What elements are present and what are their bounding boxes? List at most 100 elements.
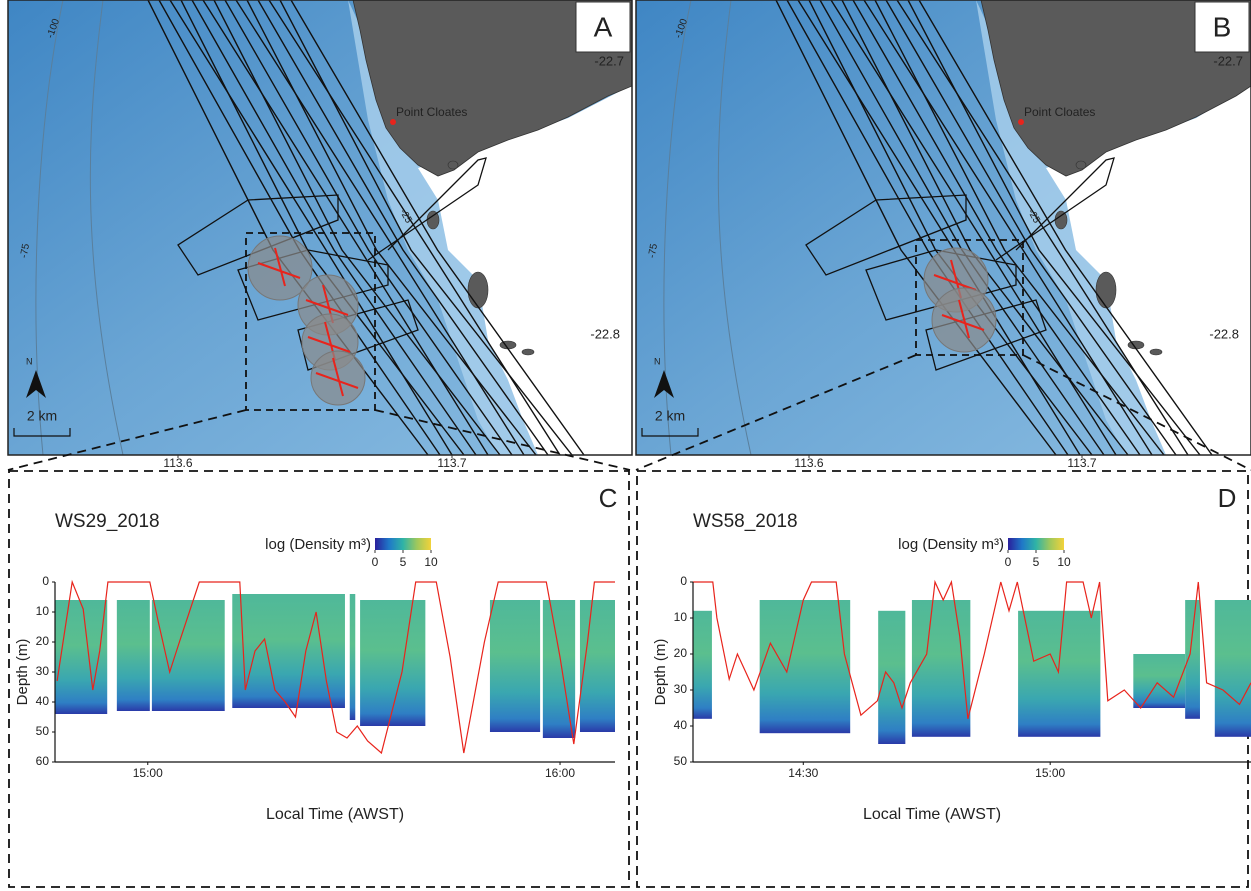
track	[786, 0, 1069, 455]
colorbar-tick-label: 10	[424, 555, 438, 569]
track	[279, 0, 573, 455]
track	[290, 0, 585, 455]
panel-letter: C	[599, 483, 618, 513]
y-tick-label: 10	[36, 604, 50, 618]
track	[918, 0, 1213, 455]
track	[257, 0, 549, 455]
y-tick-label: 20	[36, 634, 50, 648]
echogram-segment	[55, 600, 108, 714]
x-tick-label: 15:00	[133, 766, 163, 780]
lat-label: -22.8	[1209, 326, 1239, 341]
echogram-segment	[759, 600, 851, 734]
echogram-segment	[542, 600, 576, 738]
colorbar-title: log (Density m³)	[898, 536, 1004, 553]
contour-label: -75	[647, 242, 660, 259]
map-border	[635, 0, 1251, 456]
colorbar	[1008, 538, 1064, 550]
x-tick-label: 15:00	[1035, 766, 1065, 780]
map-content: Point Cloates-100-75-25-22.7-22.8N2 kmB	[636, 0, 1251, 455]
track-loop	[995, 157, 1115, 261]
echogram-segment	[579, 600, 615, 732]
place-dot	[390, 119, 396, 125]
track	[169, 0, 453, 455]
x-axis-label: Local Time (AWST)	[266, 806, 404, 823]
y-axis-label: Depth (m)	[14, 639, 31, 706]
y-tick-label: 40	[36, 694, 50, 708]
north-label: N	[654, 356, 661, 366]
panel-letter: B	[1213, 11, 1232, 42]
panel-letter: D	[1218, 483, 1237, 513]
y-tick-label: 0	[680, 574, 687, 588]
island	[521, 348, 535, 356]
panel-frame	[8, 470, 630, 888]
zoom-connector	[374, 409, 631, 471]
echogram-segment	[1018, 610, 1101, 737]
lon-label: 113.6	[794, 456, 823, 470]
colorbar-tick-label: 5	[1033, 555, 1040, 569]
y-tick-label: 30	[36, 664, 50, 678]
dive-track	[941, 299, 985, 339]
island	[426, 210, 440, 230]
lon-label: 113.7	[437, 456, 466, 470]
track	[885, 0, 1177, 455]
island	[1149, 348, 1163, 356]
white-area	[1046, 85, 1251, 455]
chart-title: WS58_2018	[693, 511, 798, 532]
scale-label: 2 km	[655, 408, 685, 424]
island	[1095, 271, 1117, 309]
track	[213, 0, 501, 455]
track	[896, 0, 1189, 455]
echogram-segment	[116, 600, 150, 711]
track	[863, 0, 1153, 455]
dive-track	[315, 357, 359, 397]
track	[224, 0, 513, 455]
map-panel: Point Cloates-100-75-25-22.7-22.8N2 kmA1…	[7, 0, 633, 470]
echogram-segment	[232, 594, 345, 708]
lon-label: 113.7	[1067, 456, 1096, 470]
y-tick-label: 10	[674, 610, 688, 624]
echogram-segment	[1185, 600, 1200, 719]
track	[268, 0, 561, 455]
track	[874, 0, 1165, 455]
place-label: Point Cloates	[1024, 105, 1095, 119]
echogram-segment	[360, 600, 426, 726]
lat-label: -22.8	[590, 326, 620, 341]
echogram-segment	[1133, 654, 1186, 708]
zoom-connector	[635, 354, 917, 471]
letter-box	[1194, 1, 1250, 53]
track	[852, 0, 1141, 455]
dive-track	[257, 247, 301, 287]
track	[830, 0, 1117, 455]
colorbar-tick-label: 5	[400, 555, 407, 569]
land	[352, 0, 632, 177]
white-area	[418, 85, 632, 455]
y-tick-label: 50	[36, 724, 50, 738]
zoom-connector	[1022, 354, 1251, 471]
zoom-box	[245, 232, 376, 411]
land	[980, 0, 1251, 177]
track	[775, 0, 1057, 455]
scale-bar	[641, 428, 699, 437]
place-label: Point Cloates	[396, 105, 467, 119]
map-content: Point Cloates-100-75-25-22.7-22.8N2 kmA	[8, 0, 632, 455]
map-panel: Point Cloates-100-75-25-22.7-22.8N2 kmB1…	[635, 0, 1251, 470]
echogram-segment	[693, 610, 712, 719]
north-label: N	[26, 356, 33, 366]
island	[447, 160, 459, 170]
island	[1054, 210, 1068, 230]
y-tick-label: 30	[674, 682, 688, 696]
dive-line	[693, 579, 1251, 719]
contour	[717, 0, 752, 455]
lat-label: -22.7	[594, 53, 624, 68]
echogram	[55, 579, 615, 755]
colorbar-tick-label: 0	[1005, 555, 1012, 569]
track	[191, 0, 477, 455]
scale-label: 2 km	[27, 408, 57, 424]
track	[907, 0, 1201, 455]
colorbar-title: log (Density m³)	[265, 536, 371, 553]
zoom-box	[915, 239, 1024, 356]
north-arrow	[654, 370, 674, 398]
echogram-segment	[489, 600, 541, 732]
